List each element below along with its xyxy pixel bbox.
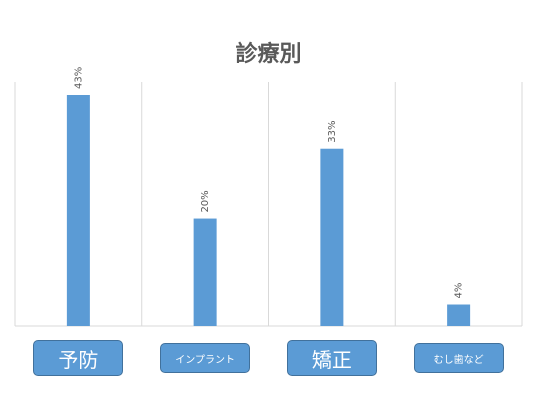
category-label-1: インプラント — [160, 343, 251, 373]
category-label-3: むし歯など — [413, 343, 504, 373]
data-label-2: 33% — [327, 120, 338, 142]
data-label-3: 4% — [454, 283, 465, 299]
grid-layer — [14, 82, 523, 327]
bar-layer — [66, 95, 471, 326]
chart-title: 診療別 — [235, 42, 302, 67]
data-label-1: 20% — [200, 190, 211, 212]
category-label-2: 矯正 — [286, 340, 377, 376]
bar-2 — [320, 148, 344, 326]
data-label-layer: 43% 20% 33% 4% — [73, 67, 464, 299]
data-label-0: 43% — [73, 67, 84, 89]
bar-3 — [447, 304, 471, 326]
bar-0 — [66, 95, 90, 326]
bar-1 — [193, 218, 217, 326]
category-label-0: 予防 — [33, 340, 124, 376]
